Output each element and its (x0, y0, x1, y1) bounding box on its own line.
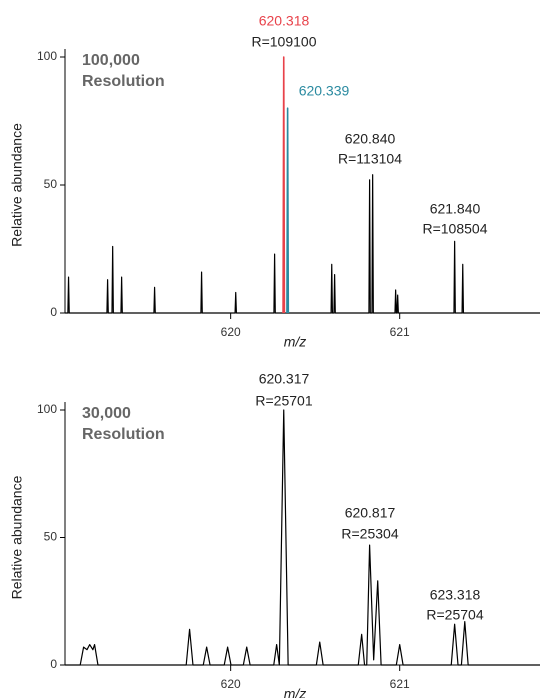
peak-annotation: 620.317 (259, 371, 310, 387)
spectrum-line (286, 107, 290, 314)
peak-annotation: R=25701 (255, 393, 312, 409)
panel-label: 30,000 (82, 405, 131, 422)
spectrum-line (282, 56, 286, 314)
peak-annotation: R=25304 (341, 526, 398, 542)
x-axis-label: m/z (284, 334, 307, 350)
y-tick-label: 50 (44, 530, 58, 544)
y-axis-label: Relative abundance (9, 123, 25, 247)
peak-annotation: R=25704 (426, 607, 483, 623)
peak-annotation: 620.318 (259, 13, 310, 29)
spectrum-line (65, 409, 540, 666)
x-tick-label: 620 (221, 677, 241, 691)
x-axis-label: m/z (284, 686, 307, 698)
y-tick-label: 50 (44, 177, 58, 191)
panel-label: Resolution (82, 426, 165, 443)
panel-label: Resolution (82, 73, 165, 90)
x-tick-label: 620 (221, 325, 241, 339)
y-tick-label: 0 (50, 657, 57, 671)
peak-annotation: 620.339 (299, 83, 350, 99)
peak-annotation: 620.817 (345, 505, 396, 521)
peak-annotation: R=109100 (251, 34, 316, 50)
y-tick-label: 100 (37, 402, 57, 416)
panel-label: 100,000 (82, 52, 140, 69)
peak-annotation: 621.840 (430, 201, 481, 217)
x-tick-label: 621 (390, 677, 410, 691)
peak-annotation: 623.318 (430, 587, 481, 603)
x-tick-label: 621 (390, 325, 410, 339)
y-tick-label: 100 (37, 49, 57, 63)
peak-annotation: R=113104 (338, 151, 402, 167)
y-tick-label: 0 (50, 305, 57, 319)
peak-annotation: R=108504 (422, 221, 487, 237)
spectrum-line (65, 174, 540, 314)
peak-annotation: 620.840 (345, 131, 396, 147)
y-axis-label: Relative abundance (9, 475, 25, 599)
